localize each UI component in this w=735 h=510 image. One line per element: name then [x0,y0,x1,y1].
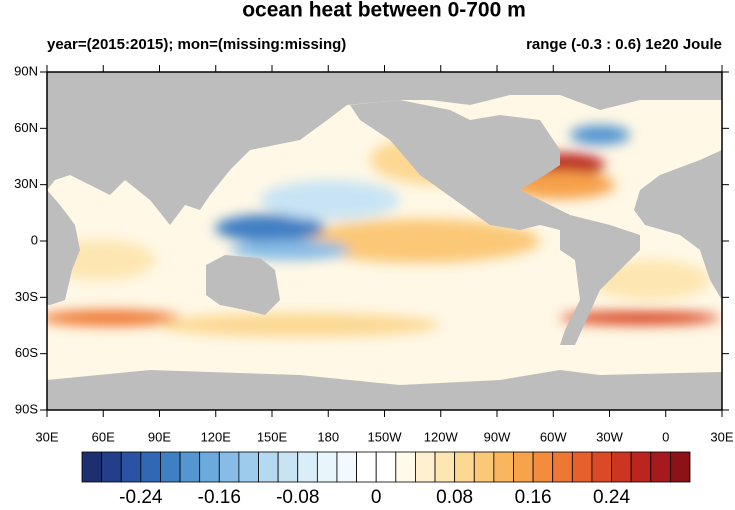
colorbar-box [81,451,103,483]
x-tick-label: 30W [596,429,623,444]
colorbar-box [591,451,612,483]
colorbar-box [218,451,240,483]
colorbar-box [552,451,573,483]
subtitle-left: year=(2015:2015); mon=(missing:missing) [47,36,346,53]
colorbar-box [101,451,122,483]
colorbar-box [258,451,279,483]
colorbar-box [532,451,554,483]
colorbar-box [375,451,397,483]
colorbar-box [630,451,652,483]
colorbar-box [160,451,181,483]
colorbar-box [473,451,495,483]
colorbar-box [297,451,318,483]
x-tick-label: 30E [710,429,733,444]
colorbar-label: -0.16 [198,487,241,508]
colorbar-box [199,451,220,483]
y-tick-label: 30N [14,176,38,191]
x-tick-label: 120E [201,429,232,444]
subtitle-right: range (-0.3 : 0.6) 1e20 Joule [526,36,722,53]
x-tick-label: 150W [368,429,403,444]
x-tick-label: 90W [484,429,511,444]
colorbar-box [336,451,357,483]
colorbar-label: -0.08 [276,487,319,508]
colorbar-box [179,451,201,483]
colorbar-box [395,451,416,483]
x-tick-label: 30E [35,429,58,444]
colorbar-box [571,451,593,483]
y-tick-label: 90S [15,401,38,416]
colorbar-box [316,451,338,483]
x-tick-label: 0 [662,429,669,444]
colorbar-box [454,451,475,483]
colorbar-label: 0.08 [436,487,473,508]
colorbar-box [120,451,142,483]
colorbar-box [611,451,632,483]
colorbar-box [356,451,377,483]
land [47,72,722,410]
colorbar-box [140,451,161,483]
colorbar-box [238,451,259,483]
map-field [47,72,722,410]
colorbar-label: 0.16 [515,487,552,508]
colorbar-label: 0.24 [593,487,630,508]
x-tick-label: 60W [540,429,567,444]
colorbar-box [434,451,456,483]
colorbar-box [493,451,514,483]
colorbar-label: 0 [371,487,382,508]
colorbar-box [415,451,436,483]
colorbar-label: -0.24 [119,487,163,508]
y-tick-label: 60S [15,345,38,360]
y-tick-label: 0 [31,232,38,247]
y-tick-label: 60N [14,120,38,135]
colorbar-box [650,451,671,483]
x-tick-label: 120W [424,429,459,444]
colorbar-box [669,451,691,483]
x-tick-label: 60E [92,429,115,444]
chart-title: ocean heat between 0-700 m [242,0,526,22]
y-tick-label: 30S [15,289,38,304]
colorbar-box [513,451,534,483]
y-tick-label: 90N [14,63,38,78]
x-tick-label: 90E [148,429,171,444]
colorbar-box [277,451,299,483]
x-tick-label: 180 [317,429,339,444]
x-tick-label: 150E [257,429,288,444]
